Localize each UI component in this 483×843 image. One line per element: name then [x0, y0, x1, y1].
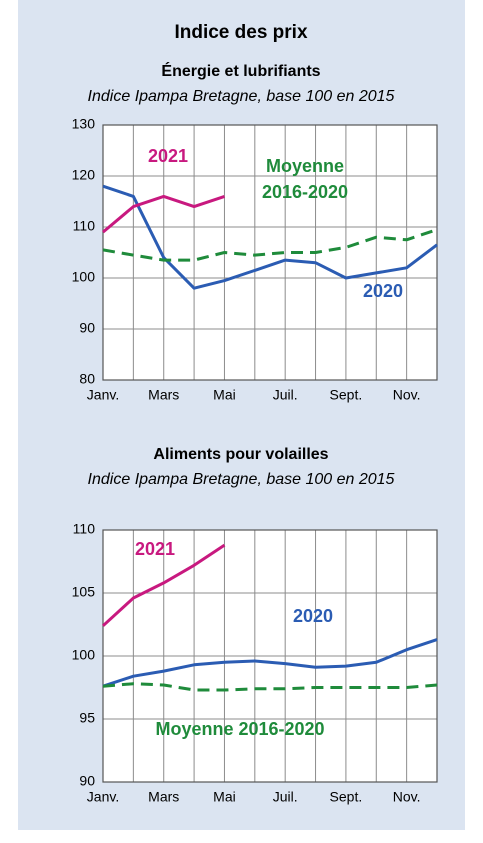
series-label: 2020: [363, 281, 403, 301]
y-tick-label: 120: [72, 167, 96, 183]
x-tick-label: Janv.: [87, 387, 119, 403]
chart-subtitle: Indice Ipampa Bretagne, base 100 en 2015: [88, 471, 395, 488]
x-tick-label: Mars: [148, 789, 179, 805]
x-tick-label: Mai: [213, 387, 236, 403]
y-tick-label: 105: [72, 584, 96, 600]
line-series: [102, 638, 438, 688]
y-tick-label: 130: [72, 116, 96, 132]
chart-title: Énergie et lubrifiants: [161, 61, 320, 80]
chart-title: Aliments pour volailles: [153, 446, 328, 463]
plot-border: [102, 124, 438, 381]
series-label: 2020: [293, 606, 333, 626]
x-tick-label: Sept.: [330, 789, 363, 805]
x-tick-label: Sept.: [330, 387, 363, 403]
x-tick-label: Janv.: [87, 789, 119, 805]
x-tick-label: Mai: [213, 789, 236, 805]
series-label: Moyenne 2016-2020: [262, 156, 348, 202]
x-tick-label: Juil.: [273, 789, 298, 805]
line-series: [101, 543, 226, 627]
x-tick-label: Nov.: [393, 789, 421, 805]
x-tick-label: Nov.: [393, 387, 421, 403]
x-tick-label: Juil.: [273, 387, 298, 403]
plot-border: [102, 529, 438, 783]
y-tick-label: 100: [72, 269, 96, 285]
y-tick-label: 100: [72, 647, 96, 663]
y-tick-label: 110: [73, 218, 96, 234]
y-tick-label: 95: [79, 710, 95, 726]
series-label: Moyenne 2016-2020: [155, 719, 324, 739]
line-series: [102, 194, 225, 234]
chart-subtitle: Indice Ipampa Bretagne, base 100 en 2015: [88, 88, 395, 105]
plot-area: [103, 125, 437, 380]
y-tick-label: 90: [79, 773, 95, 789]
x-tick-label: Mars: [148, 387, 179, 403]
series-label: 2021: [135, 539, 175, 559]
line-series: [102, 184, 438, 290]
y-tick-label: 80: [79, 371, 95, 387]
y-tick-label: 90: [79, 320, 95, 336]
series-label: 2021: [148, 146, 188, 166]
page-title: Indice des prix: [174, 22, 307, 43]
y-tick-label: 110: [73, 521, 96, 537]
